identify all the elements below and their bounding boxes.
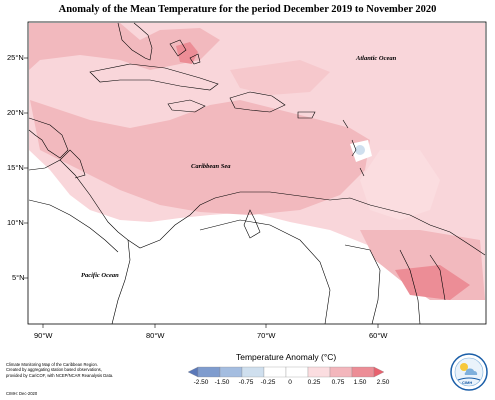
legend-tick: -0.75 xyxy=(238,379,254,386)
anomaly-field xyxy=(29,23,485,300)
legend-swatch-7 xyxy=(329,366,353,378)
cimh-logo xyxy=(450,353,488,391)
legend-swatch-1 xyxy=(197,366,221,378)
legend-swatch-0 xyxy=(187,366,199,378)
legend-tick: -0.25 xyxy=(260,379,276,386)
legend-tick: 1.50 xyxy=(353,379,367,386)
lat-label-20n: 20°N xyxy=(7,108,24,117)
credit-stamp: CIMH: Dec-2020 xyxy=(6,391,38,396)
legend-tick: -1.50 xyxy=(214,379,230,386)
credit-text: Climate Monitoring Map of the Caribbean … xyxy=(6,362,156,378)
credit-line-2: Created by aggregating station based obs… xyxy=(6,367,102,373)
legend-swatch-3 xyxy=(241,366,265,378)
legend-swatch-9 xyxy=(373,366,385,378)
label-caribbean: Caribbean Sea xyxy=(191,163,231,170)
legend-tick: 0 xyxy=(288,379,292,386)
credit-line-3: provided by CariCOF, with NCEP/NCAR Rean… xyxy=(6,372,114,378)
map-title: Anomaly of the Mean Temperature for the … xyxy=(58,4,437,15)
lat-label-10n: 10°N xyxy=(7,218,24,227)
lon-label-80w: 80°W xyxy=(146,331,165,340)
legend-colorbar xyxy=(187,366,385,378)
label-atlantic: Atlantic Ocean xyxy=(356,55,397,62)
axis-ticks xyxy=(24,57,379,328)
logo-text: CIMH xyxy=(462,380,473,385)
lon-label-70w: 70°W xyxy=(257,331,276,340)
legend-tick: -2.50 xyxy=(193,379,209,386)
lat-label-15n: 15°N xyxy=(7,163,24,172)
legend-swatch-8 xyxy=(351,366,375,378)
legend-tick: 0.75 xyxy=(331,379,345,386)
legend-tick: 2.50 xyxy=(376,379,390,386)
lon-label-90w: 90°W xyxy=(34,331,53,340)
legend-swatch-6 xyxy=(307,366,331,378)
label-pacific: Pacific Ocean xyxy=(81,272,119,279)
legend-swatch-4 xyxy=(263,366,287,378)
legend-swatch-2 xyxy=(219,366,243,378)
legend-swatch-5 xyxy=(285,366,309,378)
credit-line-1: Climate Monitoring Map of the Caribbean … xyxy=(6,362,98,367)
lon-label-60w: 60°W xyxy=(369,331,388,340)
coastlines xyxy=(28,22,486,325)
lat-label-5n: 5°N xyxy=(12,273,25,282)
legend-title: Temperature Anomaly (°C) xyxy=(236,352,337,362)
legend-tick: 0.25 xyxy=(307,379,321,386)
lat-label-25n: 25°N xyxy=(7,53,24,62)
